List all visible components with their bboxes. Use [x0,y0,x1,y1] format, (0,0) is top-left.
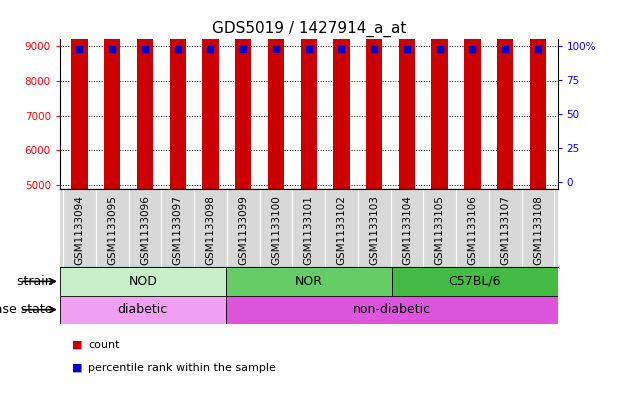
Text: NOD: NOD [129,275,158,288]
Bar [333,0,350,189]
Text: GSM1133100: GSM1133100 [271,195,281,264]
Text: ■: ■ [72,340,83,349]
Text: NOR: NOR [295,275,323,288]
Text: GSM1133095: GSM1133095 [107,195,117,265]
Text: C57BL/6: C57BL/6 [449,275,501,288]
Bar [202,0,219,189]
Bar [432,2,448,189]
Text: GSM1133104: GSM1133104 [402,195,412,265]
Text: GSM1133098: GSM1133098 [205,195,215,265]
Bar [399,11,415,189]
Text: GSM1133107: GSM1133107 [500,195,510,265]
Text: GSM1133094: GSM1133094 [74,195,84,265]
Text: percentile rank within the sample: percentile rank within the sample [88,363,276,373]
Bar [366,0,382,189]
Bar [301,0,317,189]
Text: GSM1133097: GSM1133097 [173,195,183,265]
Text: strain: strain [17,275,57,288]
Bar [60,267,226,296]
Bar [60,296,226,324]
Text: GSM1133108: GSM1133108 [533,195,543,265]
Text: GSM1133101: GSM1133101 [304,195,314,265]
Text: GSM1133106: GSM1133106 [467,195,478,265]
Title: GDS5019 / 1427914_a_at: GDS5019 / 1427914_a_at [212,20,406,37]
Text: GSM1133096: GSM1133096 [140,195,150,265]
Text: GSM1133105: GSM1133105 [435,195,445,265]
Bar [137,0,153,189]
Bar [169,0,186,189]
Text: diabetic: diabetic [118,303,168,316]
Bar [235,0,251,189]
Bar [392,267,558,296]
Text: count: count [88,340,120,349]
Text: GSM1133103: GSM1133103 [369,195,379,265]
Bar [530,0,546,189]
Bar [226,267,392,296]
Bar [464,12,481,189]
Text: disease state: disease state [0,303,57,316]
Bar [497,0,513,189]
Text: GSM1133102: GSM1133102 [336,195,346,265]
Text: ■: ■ [72,363,83,373]
Bar [226,296,558,324]
Bar [268,0,284,189]
Text: GSM1133099: GSM1133099 [238,195,248,265]
Bar [71,0,88,189]
Text: non-diabetic: non-diabetic [353,303,431,316]
Bar [104,0,120,189]
